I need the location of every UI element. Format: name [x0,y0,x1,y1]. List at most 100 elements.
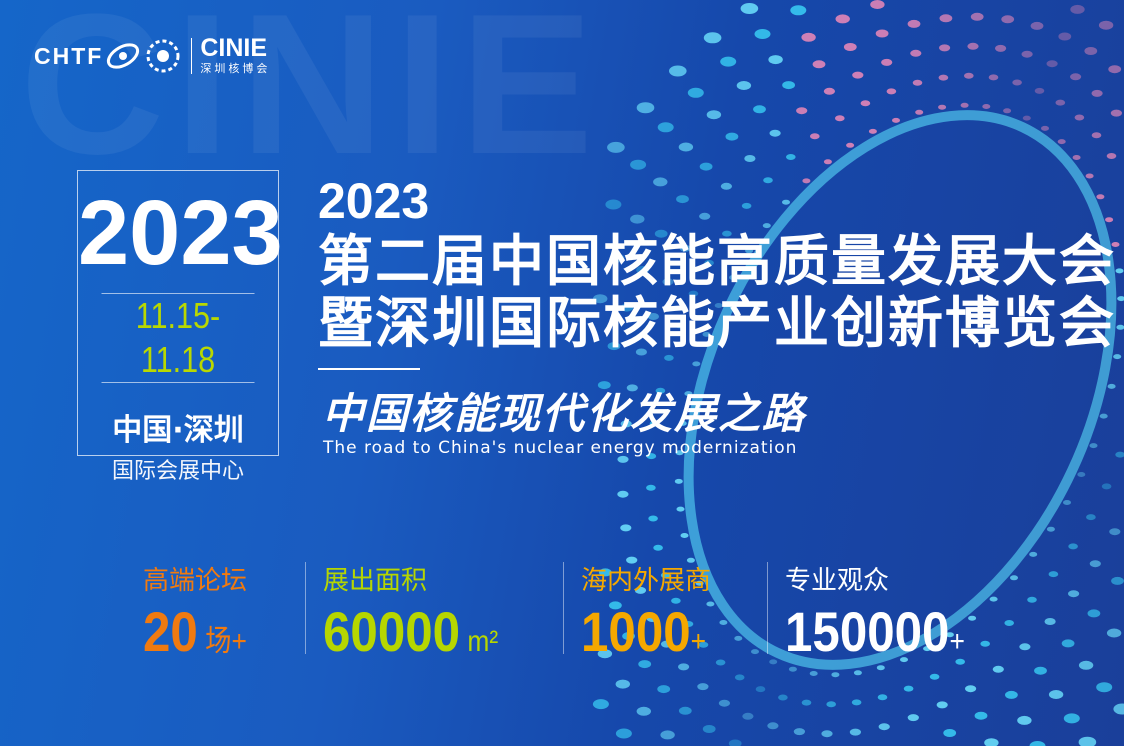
ring-dot [876,665,885,671]
ring-dot [669,65,687,77]
ring-dot [980,640,990,647]
ring-dot [1029,741,1046,746]
ring-dot [718,699,731,707]
ring-dot [620,420,632,428]
ring-dot [598,568,612,577]
ring-dot [1022,115,1031,121]
ring-dot [1115,268,1124,274]
ring-dot [615,679,630,689]
stat-area: 展出面积 60000 m² [323,566,499,663]
title-line1: 第二届中国核能高质量发展大会 [318,229,1117,293]
ring-dot [1077,472,1086,477]
ring-dot [647,313,660,320]
cinie-logo: CINIE 深圳核博会 [200,34,271,76]
ring-dot [751,649,759,655]
logo-divider [191,38,193,74]
ring-dot [943,729,957,737]
ring-dot [699,212,711,220]
ring-dot [826,701,836,708]
ring-dot [1091,132,1102,139]
ring-dot [846,142,855,148]
ring-dot [688,290,699,297]
slogan-english: The road to China's nuclear energy moder… [323,438,798,458]
ring-dot [1063,500,1071,505]
ring-dot [1116,324,1124,330]
ring-dot [1086,514,1096,521]
ring-dot [878,723,890,731]
ring-dot [683,621,694,627]
ring-dot [988,74,999,81]
ring-dot [630,214,645,224]
ring-dot [636,706,651,716]
ring-dot [915,109,924,115]
ring-dot [1108,65,1122,74]
chtf-logo: CHTF [34,42,104,69]
ring-dot [699,162,713,171]
ring-dot [680,533,689,538]
ring-dot [1098,20,1114,30]
ring-dot [646,615,658,622]
ring-dot [661,640,673,648]
ring-dot [982,104,991,109]
ring-dot [638,660,652,669]
ring-dot [622,632,635,641]
ring-dot [929,673,940,680]
ring-dot [607,342,621,351]
ring-dot [597,649,613,659]
ring-dot [1089,443,1098,449]
ring-dot [1061,639,1075,648]
ring-dot [1055,99,1066,106]
ring-dot [653,177,668,187]
ring-dot [728,739,742,746]
ring-dot [831,672,840,678]
ring-dot [697,683,709,691]
ring-dot [1010,575,1018,581]
ring-dot [900,657,908,663]
ring-dot [1057,139,1066,145]
ring-dot [744,155,756,162]
ring-dot [821,730,833,738]
ring-dot [698,641,709,648]
ring-dot [1068,590,1080,598]
ring-dot [648,515,658,522]
ring-dot [1048,571,1059,578]
ring-dot [903,685,914,692]
ring-dot [740,3,759,14]
ring-dot [1078,660,1094,670]
ring-dot [1106,153,1117,159]
ring-dot [706,110,722,120]
ring-dot [910,49,922,57]
ring-dot [715,659,726,666]
ring-dot [936,701,948,709]
ring-dot [1084,47,1098,55]
ring-dot [802,178,811,184]
ring-dot [1089,560,1101,568]
ring-dot [646,453,657,460]
ring-dot [875,29,889,38]
ring-dot [801,32,816,42]
ring-dot [1021,50,1033,58]
ring-dot [1117,296,1124,302]
ring-dot [607,141,625,153]
date-box: 2023 11.15-11.18 中国·深圳 国际会展中心 [77,170,283,484]
ring-dot [860,100,871,107]
stat-divider [305,562,306,654]
ring-dot [886,88,897,95]
ring-dot [649,420,660,427]
ring-dot [965,685,977,693]
event-venue: 国际会展中心 [111,459,244,484]
ring-dot [881,58,893,66]
ring-dot [823,87,836,95]
ring-dot [992,665,1004,673]
ring-dot [754,29,771,39]
ring-dot [634,586,647,594]
ring-dot [938,74,949,81]
ring-dot [1068,543,1078,550]
ring-dot [868,128,877,134]
ring-dot [695,580,704,586]
ring-dot [1101,483,1112,490]
atom-logo-icon [107,39,180,73]
ring-dot [1001,15,1015,24]
ring-dot [938,104,947,110]
ring-dot [964,72,974,79]
